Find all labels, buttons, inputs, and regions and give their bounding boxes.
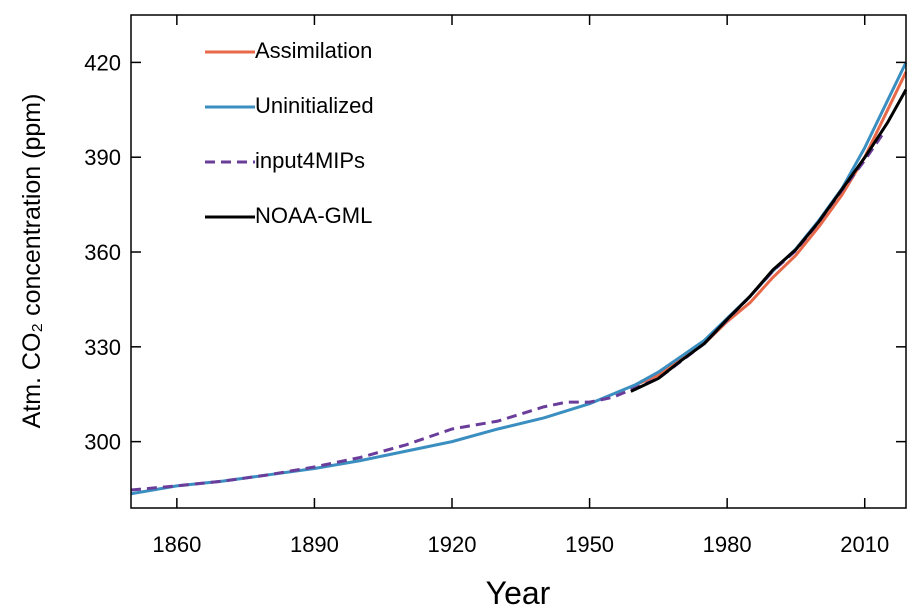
x-tick-label: 1980	[703, 532, 752, 557]
legend-label: Uninitialized	[255, 93, 374, 118]
x-tick-label: 1890	[290, 532, 339, 557]
series-line	[630, 88, 907, 393]
y-axis-label: Atm. CO₂ concentration (ppm)	[18, 94, 46, 429]
y-tick-label: 420	[84, 50, 121, 75]
legend-label: Assimilation	[255, 38, 372, 63]
x-tick-label: 2010	[840, 532, 889, 557]
x-axis-label: Year	[486, 575, 551, 611]
series-line	[131, 61, 907, 496]
legend-label: input4MIPs	[255, 148, 365, 173]
plot-area	[131, 61, 907, 496]
y-tick-label: 330	[84, 335, 121, 360]
x-tick-label: 1860	[152, 532, 201, 557]
y-tick-label: 360	[84, 240, 121, 265]
series-line	[131, 132, 885, 492]
plot-frame	[130, 14, 907, 509]
legend-label: NOAA-GML	[255, 203, 372, 228]
y-tick-label: 390	[84, 145, 121, 170]
x-tick-label: 1920	[428, 532, 477, 557]
series-line	[634, 71, 907, 387]
x-tick-label: 1950	[565, 532, 614, 557]
y-tick-label: 300	[84, 430, 121, 455]
